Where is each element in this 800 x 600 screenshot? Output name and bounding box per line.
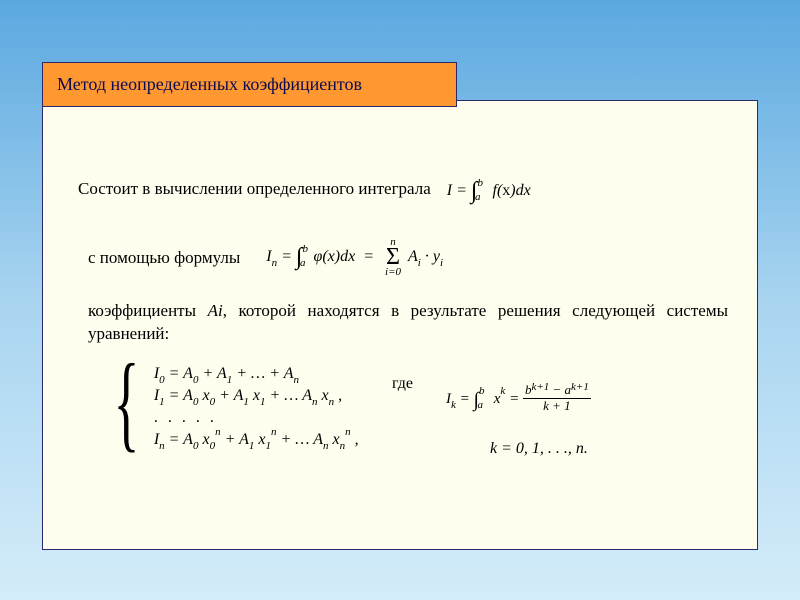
- system-rows: I0 = A0 + A1 + … + An I1 = A0 x0 + A1 x1…: [154, 365, 359, 449]
- line2-text: с помощью формулы: [88, 248, 240, 268]
- line3a: коэффициенты: [88, 301, 208, 320]
- k-range: k = 0, 1, . . ., n.: [490, 440, 588, 458]
- line3-ai: Аi: [208, 301, 223, 320]
- formula-approx: In = ∫baφ(x)dx = nΣi=0 Ai · yi: [266, 238, 443, 277]
- left-brace: {: [113, 354, 140, 451]
- line1-text: Состоит в вычислении определенного интег…: [78, 179, 431, 199]
- sys-row-0: I0 = A0 + A1 + … + An: [154, 365, 359, 383]
- title-text: Метод неопределенных коэффициентов: [57, 74, 362, 95]
- equation-system: { I0 = A0 + A1 + … + An I1 = A0 x0 + A1 …: [100, 358, 359, 455]
- sys-row-n: In = A0 x0n + A1 x1n + … An xnn ,: [154, 431, 359, 449]
- formula-main: I = ∫ba f(x)dx: [447, 175, 531, 202]
- line-1: Состоит в вычислении определенного интег…: [78, 175, 531, 202]
- formula-ik: Ik = ∫ba xk = bk+1 − ak+1 k + 1: [446, 385, 591, 414]
- line-2: с помощью формулы In = ∫baφ(x)dx = nΣi=0…: [88, 238, 443, 277]
- sys-row-1: I1 = A0 x0 + A1 x1 + … An xn ,: [154, 387, 359, 405]
- title-box: Метод неопределенных коэффициентов: [42, 62, 457, 107]
- sys-row-dots: . . . . .: [154, 409, 359, 427]
- line-3: коэффициенты Аi, которой находятся в рез…: [88, 300, 728, 346]
- where-label: где: [392, 375, 413, 393]
